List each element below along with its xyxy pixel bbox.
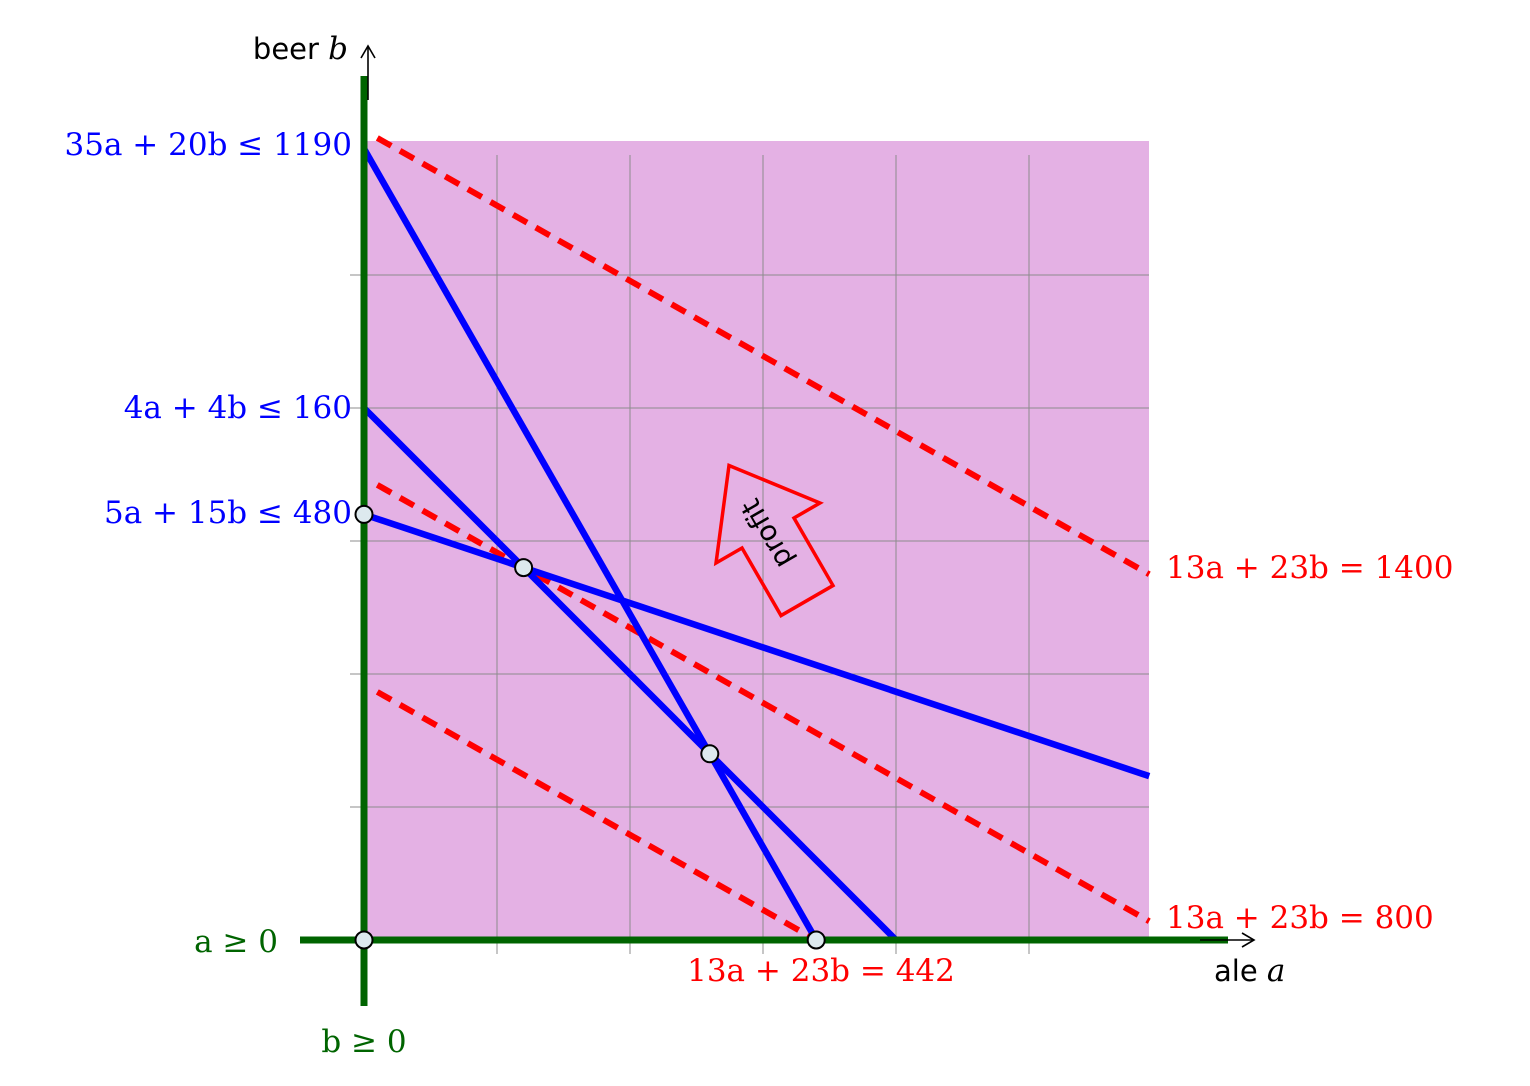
profit-line-442 bbox=[375, 689, 818, 943]
constraint-line-corn bbox=[361, 147, 820, 942]
x-axis-label: ale a bbox=[1214, 953, 1285, 989]
constraint-line-hops bbox=[361, 405, 899, 943]
constraint-label-malt: 5a + 15b ≤ 480 bbox=[104, 495, 352, 531]
profit-label-442: 13a + 23b = 442 bbox=[687, 953, 955, 989]
profit-lines bbox=[375, 135, 1151, 943]
profit-label-800: 13a + 23b = 800 bbox=[1166, 900, 1434, 936]
constraint-line-malt bbox=[362, 511, 1151, 780]
constraint-label-hops: 4a + 4b ≤ 160 bbox=[124, 390, 352, 426]
constraint-label-corn: 35a + 20b ≤ 1190 bbox=[65, 127, 352, 163]
vertex-point bbox=[514, 558, 534, 578]
vertices bbox=[354, 504, 826, 950]
profit-label-1400: 13a + 23b = 1400 bbox=[1166, 550, 1453, 586]
vertex-point bbox=[806, 930, 826, 950]
y-axis-label: beer b bbox=[253, 31, 348, 67]
vertex-point bbox=[354, 504, 374, 524]
profit-arrow-shape bbox=[713, 462, 836, 618]
vertex-point bbox=[354, 930, 374, 950]
nonneg-label-b: b ≥ 0 bbox=[321, 1024, 406, 1060]
nonneg-label-a: a ≥ 0 bbox=[194, 924, 278, 960]
vertex-point bbox=[700, 744, 720, 764]
profit-line-1400 bbox=[375, 135, 1151, 577]
constraint-lines bbox=[361, 147, 1151, 943]
profit-line-800 bbox=[375, 482, 1151, 924]
